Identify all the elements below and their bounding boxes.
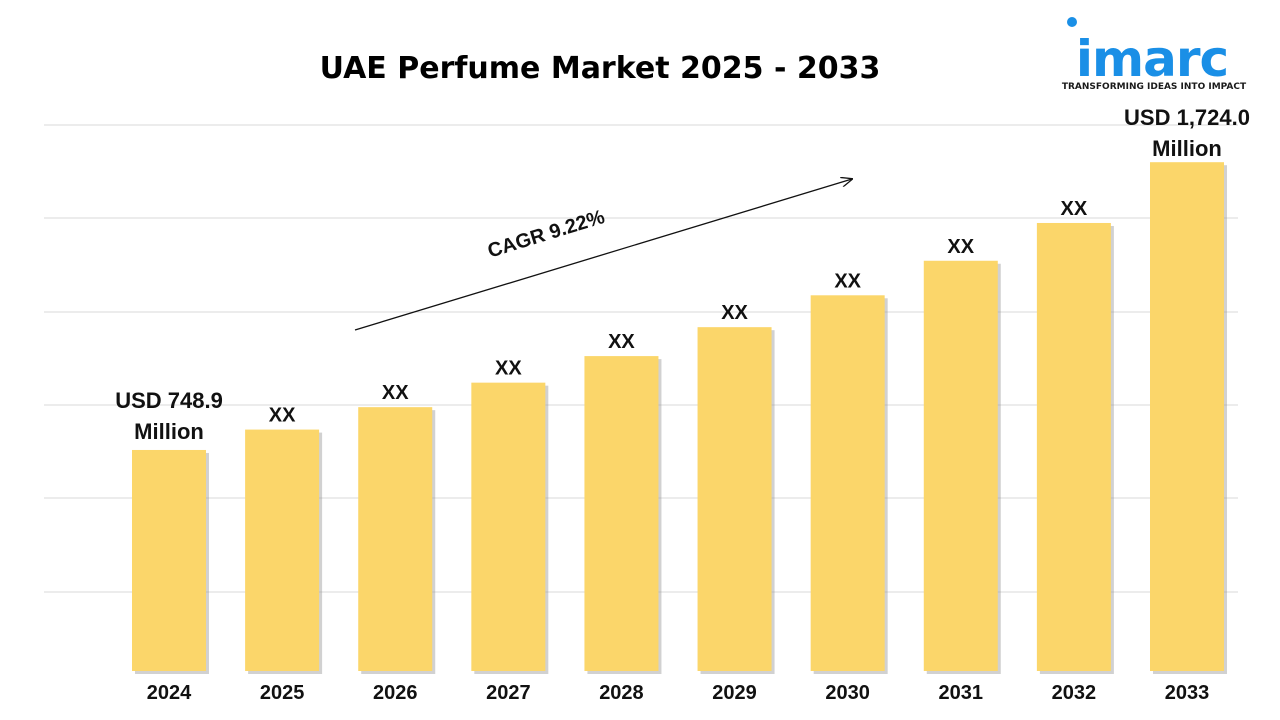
bars	[132, 162, 1227, 675]
x-tick-label: 2031	[939, 682, 984, 704]
cagr-arrow	[354, 179, 852, 331]
bar-2024	[132, 449, 206, 671]
first-value-callout: USD 748.9	[115, 388, 223, 413]
data-label: XX	[495, 358, 522, 380]
bar-2025	[245, 429, 320, 671]
data-label: XX	[608, 331, 635, 353]
bar-2026	[358, 407, 433, 671]
logo-tagline: TRANSFORMING IDEAS INTO IMPACT	[1062, 82, 1247, 92]
x-tick-label: 2025	[260, 682, 305, 704]
logo-wordmark: imarc	[1076, 30, 1228, 88]
imarc-logo: imarc TRANSFORMING IDEAS INTO IMPACT	[1062, 17, 1247, 92]
first-value-callout: Million	[134, 419, 204, 444]
cagr-label: CAGR 9.22%	[485, 206, 607, 263]
data-label: XX	[834, 270, 861, 292]
bar-2028	[584, 356, 659, 671]
x-axis-ticks: 2024 2025 2026 2027 2028 2029 2030 2031 2032 2033	[147, 682, 1210, 704]
x-tick-label: 2028	[599, 682, 644, 704]
data-label: XX	[947, 236, 974, 258]
bar-2029	[697, 327, 772, 671]
data-label: XX	[382, 382, 409, 404]
bar-2032	[1036, 222, 1111, 671]
bar-2031	[923, 260, 998, 671]
last-value-callout: Million	[1152, 136, 1222, 161]
x-tick-label: 2024	[147, 682, 192, 704]
data-label: XX	[269, 405, 296, 427]
data-label: XX	[1061, 198, 1088, 220]
x-tick-label: 2030	[825, 682, 870, 704]
chart-title: UAE Perfume Market 2025 - 2033	[320, 51, 881, 86]
bar-2030	[810, 295, 885, 671]
data-label: XX	[721, 302, 748, 324]
bar-2027	[471, 382, 546, 671]
x-tick-label: 2026	[373, 682, 418, 704]
x-tick-label: 2033	[1165, 682, 1210, 704]
x-tick-label: 2032	[1052, 682, 1097, 704]
logo-dot	[1067, 17, 1077, 27]
x-tick-label: 2027	[486, 682, 531, 704]
last-value-callout: USD 1,724.0	[1124, 105, 1250, 130]
data-labels: XX XX XX XX XX XX XX XX USD 748.9 Million USD 1,72…	[115, 105, 1250, 444]
x-tick-label: 2029	[712, 682, 757, 704]
bar-2033	[1150, 162, 1224, 672]
